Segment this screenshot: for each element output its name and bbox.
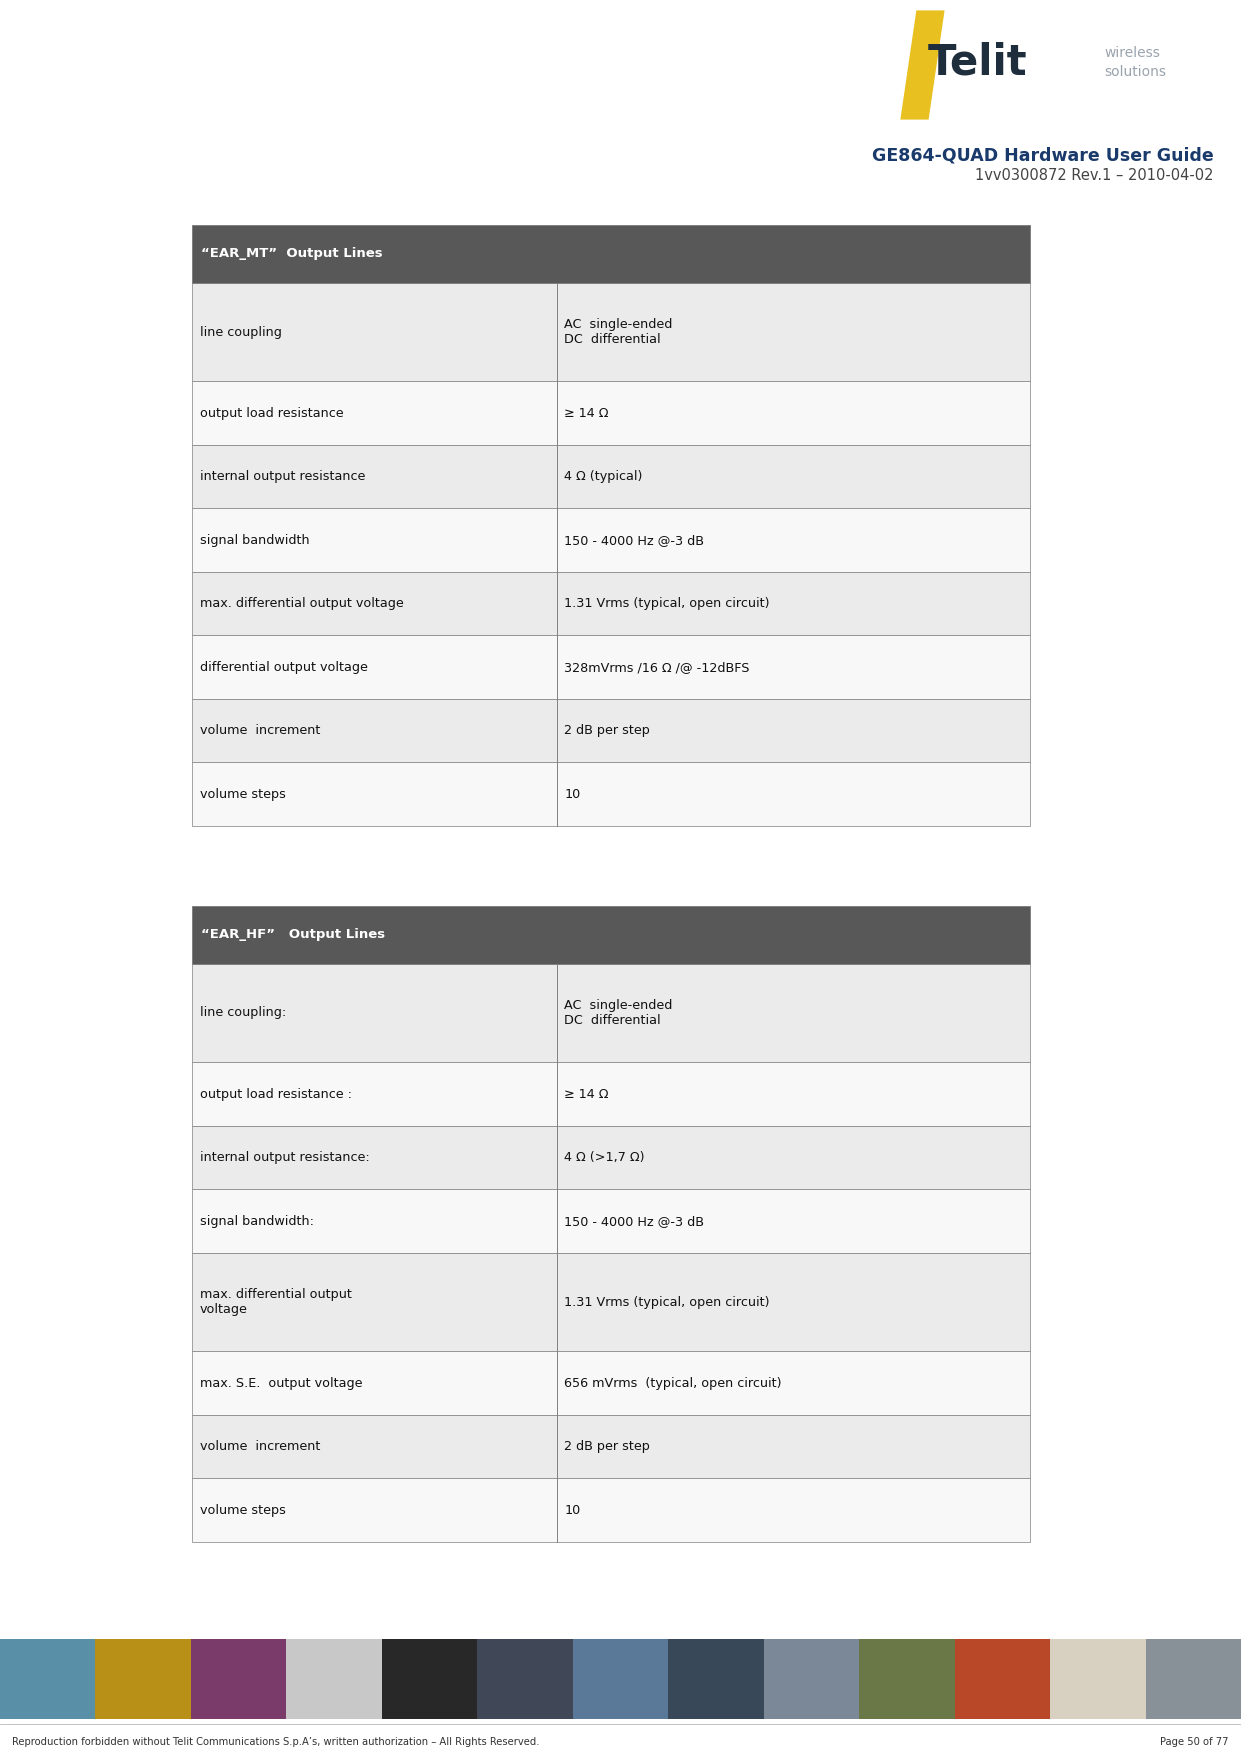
FancyBboxPatch shape	[192, 763, 1030, 826]
Text: AC  single-ended
DC  differential: AC single-ended DC differential	[565, 998, 673, 1028]
FancyBboxPatch shape	[192, 1351, 1030, 1415]
FancyBboxPatch shape	[382, 1638, 478, 1719]
Text: 2 dB per step: 2 dB per step	[565, 1440, 650, 1452]
FancyBboxPatch shape	[0, 1638, 96, 1719]
FancyBboxPatch shape	[192, 635, 1030, 698]
Text: ≥ 14 Ω: ≥ 14 Ω	[565, 407, 608, 419]
FancyBboxPatch shape	[192, 1252, 1030, 1351]
FancyBboxPatch shape	[192, 1063, 1030, 1126]
FancyBboxPatch shape	[96, 1638, 191, 1719]
Text: GE864-QUAD Hardware User Guide: GE864-QUAD Hardware User Guide	[872, 146, 1214, 165]
Text: AC  single-ended
DC  differential: AC single-ended DC differential	[565, 317, 673, 346]
Text: volume steps: volume steps	[200, 1503, 285, 1517]
Text: Reproduction forbidden without Telit Communications S.p.A’s, written authorizati: Reproduction forbidden without Telit Com…	[12, 1736, 540, 1747]
FancyBboxPatch shape	[192, 225, 1030, 282]
Text: Page 50 of 77: Page 50 of 77	[1160, 1736, 1229, 1747]
FancyBboxPatch shape	[192, 1189, 1030, 1252]
Text: wireless
solutions: wireless solutions	[1104, 46, 1167, 79]
Text: max. differential output voltage: max. differential output voltage	[200, 596, 403, 610]
Text: internal output resistance: internal output resistance	[200, 470, 365, 482]
FancyBboxPatch shape	[668, 1638, 763, 1719]
Text: line coupling: line coupling	[200, 326, 282, 339]
Text: volume  increment: volume increment	[200, 724, 320, 737]
Text: 328mVrms /16 Ω /@ -12dBFS: 328mVrms /16 Ω /@ -12dBFS	[565, 661, 750, 674]
Polygon shape	[901, 11, 944, 119]
Text: 2 dB per step: 2 dB per step	[565, 724, 650, 737]
Text: differential output voltage: differential output voltage	[200, 661, 367, 674]
Text: signal bandwidth:: signal bandwidth:	[200, 1214, 314, 1228]
Text: max. differential output
voltage: max. differential output voltage	[200, 1287, 351, 1316]
Text: 1.31 Vrms (typical, open circuit): 1.31 Vrms (typical, open circuit)	[565, 596, 769, 610]
FancyBboxPatch shape	[192, 381, 1030, 446]
FancyBboxPatch shape	[192, 1415, 1030, 1479]
FancyBboxPatch shape	[192, 446, 1030, 509]
FancyBboxPatch shape	[287, 1638, 382, 1719]
Text: volume  increment: volume increment	[200, 1440, 320, 1452]
Text: 656 mVrms  (typical, open circuit): 656 mVrms (typical, open circuit)	[565, 1377, 782, 1389]
FancyBboxPatch shape	[573, 1638, 668, 1719]
Text: volume steps: volume steps	[200, 788, 285, 802]
Text: 10: 10	[565, 788, 581, 802]
FancyBboxPatch shape	[192, 1479, 1030, 1542]
FancyBboxPatch shape	[191, 1638, 287, 1719]
FancyBboxPatch shape	[1145, 1638, 1241, 1719]
Text: Telit: Telit	[928, 42, 1028, 84]
FancyBboxPatch shape	[192, 963, 1030, 1063]
Text: output load resistance: output load resistance	[200, 407, 344, 419]
Text: max. S.E.  output voltage: max. S.E. output voltage	[200, 1377, 362, 1389]
FancyBboxPatch shape	[954, 1638, 1050, 1719]
Text: signal bandwidth: signal bandwidth	[200, 533, 309, 547]
FancyBboxPatch shape	[192, 907, 1030, 963]
Text: 4 Ω (typical): 4 Ω (typical)	[565, 470, 643, 482]
Text: line coupling:: line coupling:	[200, 1007, 287, 1019]
Text: ≥ 14 Ω: ≥ 14 Ω	[565, 1087, 608, 1100]
Text: “EAR_HF”   Output Lines: “EAR_HF” Output Lines	[201, 928, 385, 942]
FancyBboxPatch shape	[1050, 1638, 1145, 1719]
Text: 1.31 Vrms (typical, open circuit): 1.31 Vrms (typical, open circuit)	[565, 1296, 769, 1308]
FancyBboxPatch shape	[192, 1126, 1030, 1189]
Text: output load resistance :: output load resistance :	[200, 1087, 351, 1100]
FancyBboxPatch shape	[763, 1638, 859, 1719]
FancyBboxPatch shape	[478, 1638, 573, 1719]
Text: 150 - 4000 Hz @-3 dB: 150 - 4000 Hz @-3 dB	[565, 1214, 704, 1228]
Text: 10: 10	[565, 1503, 581, 1517]
FancyBboxPatch shape	[192, 282, 1030, 381]
FancyBboxPatch shape	[859, 1638, 954, 1719]
Text: “EAR_MT”  Output Lines: “EAR_MT” Output Lines	[201, 247, 382, 260]
Text: internal output resistance:: internal output resistance:	[200, 1151, 370, 1165]
Text: 150 - 4000 Hz @-3 dB: 150 - 4000 Hz @-3 dB	[565, 533, 704, 547]
FancyBboxPatch shape	[192, 572, 1030, 635]
FancyBboxPatch shape	[192, 698, 1030, 763]
FancyBboxPatch shape	[192, 509, 1030, 572]
Text: 1vv0300872 Rev.1 – 2010-04-02: 1vv0300872 Rev.1 – 2010-04-02	[975, 168, 1214, 184]
Text: 4 Ω (>1,7 Ω): 4 Ω (>1,7 Ω)	[565, 1151, 644, 1165]
